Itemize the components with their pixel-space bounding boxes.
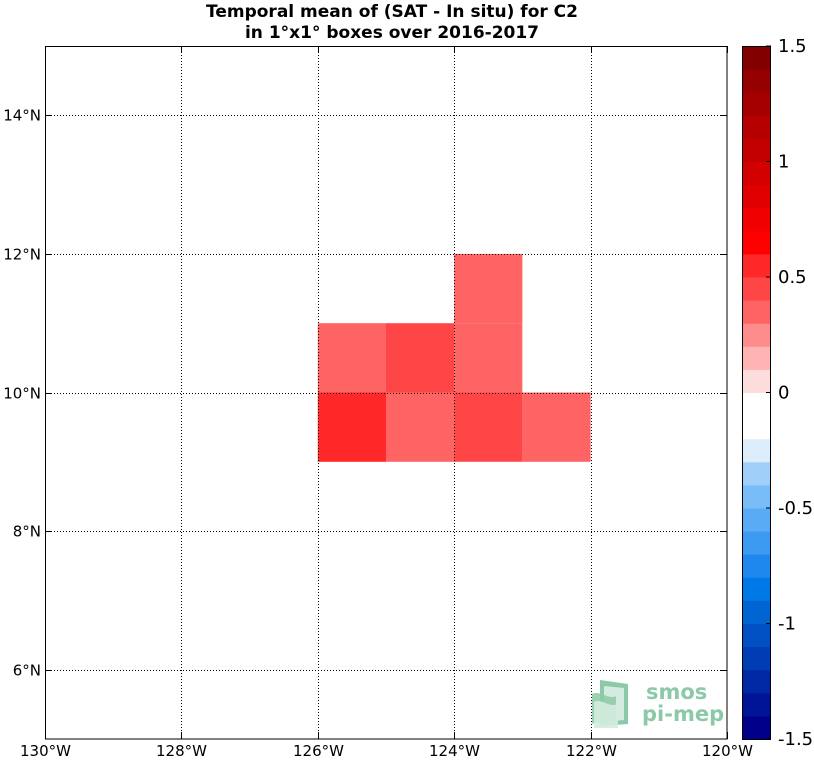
colorbar-tick-label: 0	[778, 383, 789, 404]
data-cell-3	[522, 392, 591, 462]
colorbar-tick-label: 1.5	[778, 36, 807, 57]
title-line-2: in 1°x1° boxes over 2016-2017	[245, 23, 539, 43]
colorbar-tick-label: -0.5	[778, 498, 813, 519]
y-tick-label: 12°N	[3, 246, 41, 264]
title-line-1: Temporal mean of (SAT - In situ) for C2	[206, 2, 578, 22]
y-tick-label: 14°N	[3, 107, 41, 125]
colorbar-tick-label: 0.5	[778, 267, 807, 288]
colorbar-segment-10	[742, 484, 771, 509]
colorbar-segment-17	[742, 323, 771, 347]
colorbar-segment-1	[742, 692, 771, 717]
smos-pimep-logo: smos pi-mep	[592, 680, 724, 728]
data-cells	[317, 253, 591, 462]
colorbar-segment-25	[742, 138, 771, 162]
colorbar-segment-4	[742, 623, 771, 648]
colorbar-segment-14	[742, 392, 771, 417]
colorbar-segment-7	[742, 554, 771, 578]
colorbar-segment-11	[742, 461, 771, 486]
colorbar-segment-26	[742, 115, 771, 139]
x-tick-label: 122°W	[566, 742, 617, 760]
map-panel: 130°W 128°W 126°W 124°W 122°W 120°W 6°N 8°N 10°N…	[3, 46, 753, 760]
x-tick-label: 124°W	[429, 742, 480, 760]
colorbar: 1.5 1 0.5 0 -0.5 -1 -1.5	[742, 36, 813, 750]
colorbar-segment-0	[742, 715, 771, 740]
y-tick-label: 10°N	[3, 385, 41, 403]
smos-pimep-logo-icon	[592, 680, 628, 728]
colorbar-segment-27	[742, 92, 771, 116]
data-cell-7	[522, 323, 591, 393]
colorbar-segment-20	[742, 253, 771, 278]
colorbar-segment-16	[742, 346, 771, 370]
map-frame	[45, 46, 728, 740]
y-tick-label: 6°N	[13, 662, 41, 680]
colorbar-ticks: 1.5 1 0.5 0 -0.5 -1 -1.5	[766, 36, 813, 750]
data-cell-4	[317, 323, 386, 393]
x-tick-label: 120°W	[702, 742, 753, 760]
colorbar-tick-label: -1	[778, 614, 796, 635]
chart-title: Temporal mean of (SAT - In situ) for C2 …	[206, 2, 578, 43]
data-cell-2	[454, 392, 523, 462]
colorbar-segment-24	[742, 161, 771, 186]
colorbar-segment-28	[742, 69, 771, 93]
colorbar-segment-21	[742, 230, 771, 255]
data-cell-6	[454, 323, 523, 393]
axis-ticks: 130°W 128°W 126°W 124°W 122°W 120°W 6°N 8°N 10°N…	[3, 46, 753, 760]
colorbar-segment-12	[742, 438, 771, 463]
colorbar-segment-3	[742, 646, 771, 671]
colorbar-segment-8	[742, 531, 771, 555]
colorbar-segment-15	[742, 369, 771, 393]
colorbar-segment-22	[742, 207, 771, 232]
colorbar-segment-13	[742, 415, 771, 440]
colorbar-segments	[742, 46, 771, 740]
colorbar-segment-9	[742, 508, 771, 532]
colorbar-tick-label: 1	[778, 152, 789, 173]
colorbar-segment-5	[742, 600, 771, 624]
colorbar-segment-19	[742, 277, 771, 301]
data-cell-0	[317, 392, 386, 462]
colorbar-segment-18	[742, 300, 771, 324]
colorbar-segment-6	[742, 577, 771, 601]
data-cell-5	[386, 323, 455, 393]
colorbar-segment-2	[742, 669, 771, 694]
colorbar-segment-23	[742, 184, 771, 209]
colorbar-tick-label: -1.5	[778, 729, 813, 750]
logo-text-smos: smos	[646, 680, 707, 704]
x-tick-label: 130°W	[20, 742, 71, 760]
data-cell-8	[454, 253, 523, 324]
colorbar-segment-29	[742, 46, 771, 70]
x-tick-label: 128°W	[156, 742, 207, 760]
y-tick-label: 8°N	[13, 523, 41, 541]
x-tick-label: 126°W	[293, 742, 344, 760]
data-cell-1	[386, 392, 455, 462]
logo-text-pimep: pi-mep	[642, 702, 724, 726]
